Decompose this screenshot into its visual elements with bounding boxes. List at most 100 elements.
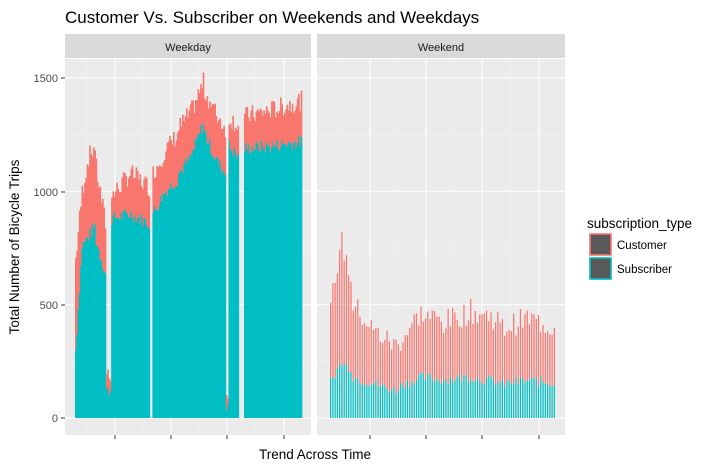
bar-customer [465, 325, 467, 376]
bar-subscriber [510, 383, 513, 418]
bar-subscriber [161, 201, 164, 418]
bar-subscriber [436, 378, 438, 418]
bar-subscriber [77, 309, 80, 418]
bar-subscriber [125, 211, 127, 418]
bar-subscriber [271, 147, 273, 418]
bar-customer [219, 118, 222, 160]
bar-subscriber [476, 377, 479, 418]
bar-customer [183, 121, 185, 165]
bar-customer [180, 126, 183, 170]
bar-customer [96, 181, 99, 247]
bar-customer [202, 72, 205, 124]
bar-subscriber [348, 372, 350, 418]
bar-subscriber [201, 133, 204, 418]
bar-customer [264, 113, 267, 152]
bar-subscriber [357, 378, 359, 418]
bar-subscriber [227, 405, 229, 418]
bar-subscriber [96, 246, 99, 418]
bar-subscriber [118, 219, 121, 418]
bar-subscriber [522, 378, 524, 418]
y-tick-0: 0 [52, 413, 65, 425]
bar-customer [218, 119, 220, 166]
bar-customer [504, 335, 506, 387]
bar-customer [447, 308, 449, 385]
bar-subscriber [427, 373, 429, 418]
bar-subscriber [513, 384, 515, 418]
bar-subscriber [256, 143, 259, 419]
bar-subscriber [332, 376, 334, 418]
bar-subscriber [99, 259, 102, 418]
bar-subscriber [350, 371, 352, 418]
bar-subscriber [449, 377, 452, 418]
bar-subscriber [129, 218, 131, 418]
bar-subscriber [263, 145, 265, 418]
bar-subscriber [456, 376, 458, 418]
bar-customer [535, 318, 537, 380]
bar-subscriber [255, 141, 258, 418]
bar-subscriber [90, 237, 93, 418]
bar-customer [249, 121, 251, 154]
bar-subscriber [103, 271, 106, 418]
bar-customer [260, 110, 263, 141]
bar-customer [157, 166, 160, 211]
bar-customer [148, 196, 151, 229]
bar-subscriber [264, 151, 267, 419]
bar-subscriber [519, 378, 522, 418]
bar-customer [171, 144, 174, 188]
bar-customer [517, 326, 519, 384]
bar-subscriber [142, 226, 144, 418]
bar-subscriber [236, 157, 238, 418]
bar-subscriber [89, 228, 91, 418]
bar-customer [463, 305, 465, 376]
bar-customer [357, 299, 359, 379]
bar-customer [292, 113, 295, 144]
bar-customer [154, 177, 157, 210]
bar-subscriber [153, 206, 156, 418]
bar-subscriber [528, 380, 531, 418]
bar-customer [216, 122, 219, 157]
bar-customer [497, 311, 499, 382]
legend-key-customer [589, 233, 612, 256]
bar-subscriber [429, 374, 431, 418]
bar-customer [116, 182, 118, 219]
bar-customer [81, 185, 84, 249]
bar-subscriber [285, 144, 287, 419]
bar-customer [429, 319, 431, 375]
bar-subscriber [189, 154, 192, 418]
bar-subscriber [109, 391, 112, 418]
bar-customer [108, 378, 111, 396]
bar-customer [220, 128, 223, 173]
bar-customer [415, 313, 418, 380]
bar-customer [363, 323, 366, 385]
bar-subscriber [397, 390, 400, 418]
bar-subscriber [124, 209, 126, 418]
bar-subscriber [377, 386, 379, 418]
bar-subscriber [508, 379, 510, 418]
bar-subscriber [126, 214, 129, 418]
bar-subscriber [219, 159, 222, 418]
bar-customer [283, 113, 286, 145]
bar-subscriber [290, 143, 293, 419]
bar-customer [456, 319, 458, 377]
bar-subscriber [166, 196, 169, 418]
bar-customer [222, 128, 224, 170]
bar-customer [139, 174, 142, 224]
bar-customer [211, 103, 214, 156]
bar-customer [481, 314, 483, 384]
bar-subscriber [533, 377, 535, 418]
legend-key-subscriber [589, 257, 612, 280]
bar-subscriber [535, 379, 537, 418]
bar-customer [166, 142, 169, 197]
bar-customer [191, 100, 193, 155]
bar-subscriber [258, 150, 260, 419]
bar-customer [474, 310, 476, 381]
bar-customer [499, 322, 501, 384]
bar-subscriber [406, 380, 409, 418]
bar-subscriber [193, 149, 196, 418]
bar-customer [117, 189, 120, 218]
bar-customer [384, 340, 386, 387]
bar-subscriber [411, 381, 413, 418]
bar-customer [84, 183, 86, 243]
bar-customer [522, 327, 524, 379]
